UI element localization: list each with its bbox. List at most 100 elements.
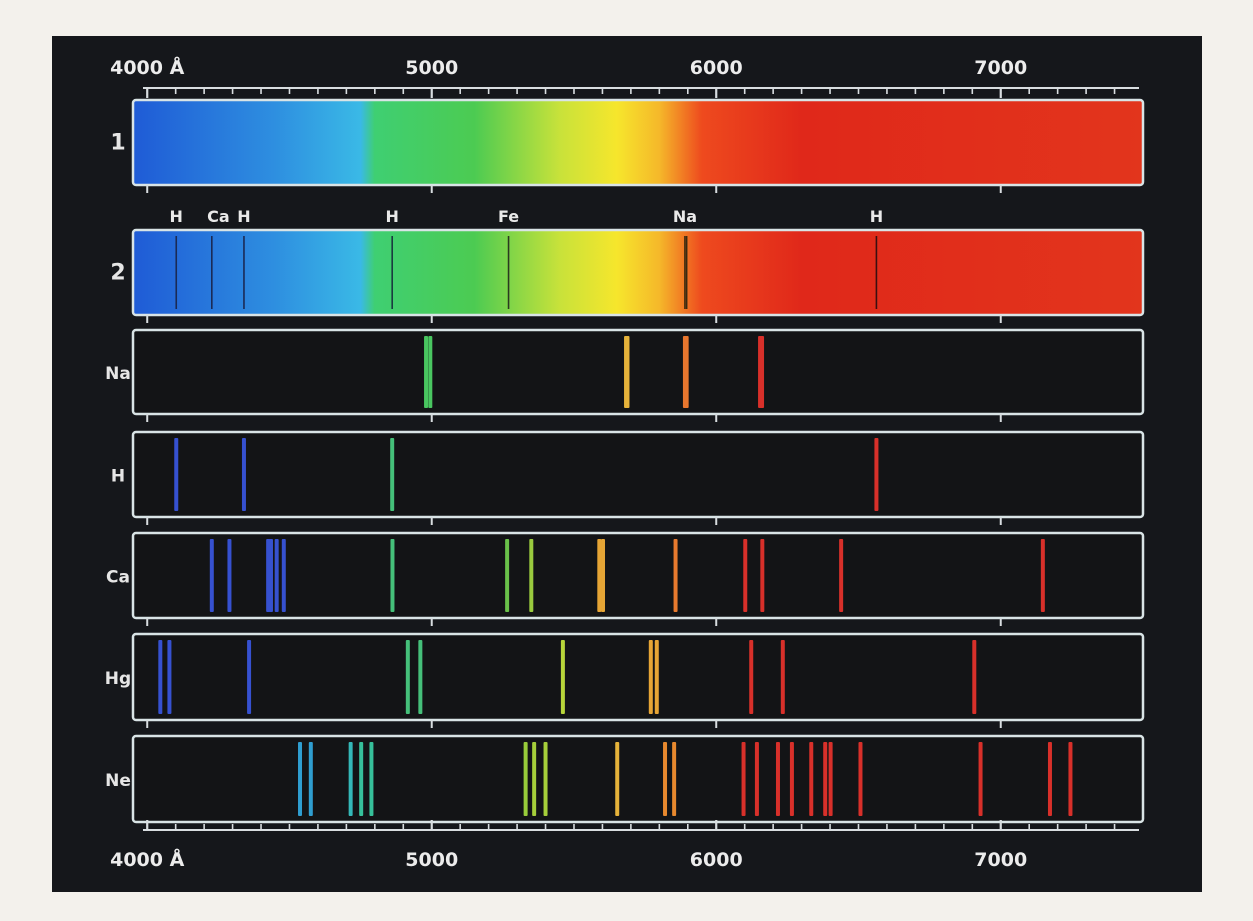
row-label-h: H [111, 467, 125, 487]
line-annotation-0: H [170, 207, 183, 226]
emission-line-ne-17 [828, 742, 833, 816]
spectrum-row-ne: Ne [105, 734, 1145, 824]
emission-line-ne-20 [1047, 742, 1052, 816]
emission-line-na-0 [424, 336, 429, 408]
emission-line-hg-3 [405, 640, 410, 714]
emission-line-ca-8 [529, 539, 534, 612]
emission-line-ne-13 [775, 742, 780, 816]
emission-line-ne-15 [809, 742, 814, 816]
spectrum-row-2: 2 H Ca H H Fe Na H [110, 207, 1145, 317]
absorption-line-2-3 [391, 236, 393, 309]
spectrum-strip-na [131, 328, 1145, 416]
emission-line-h-2 [390, 438, 395, 511]
emission-line-h-1 [241, 438, 246, 511]
emission-line-ca-0 [209, 539, 214, 612]
absorption-line-2-7 [875, 236, 878, 309]
spectrum-strip-2 [131, 228, 1145, 317]
spectrum-row-h: H [111, 430, 1145, 519]
emission-line-ca-11 [673, 539, 678, 612]
row-label-ca: Ca [106, 568, 130, 588]
emission-line-ne-11 [741, 742, 746, 816]
bottom-axis-tick-label-0: 4000 Å [110, 847, 184, 871]
spectrum-strip-ne [131, 734, 1145, 824]
emission-line-ca-10 [601, 539, 606, 612]
emission-line-ne-9 [663, 742, 668, 816]
emission-line-ne-12 [754, 742, 759, 816]
emission-line-ne-0 [298, 742, 303, 816]
emission-line-hg-5 [560, 640, 565, 714]
bottom-axis-tick-label-3: 7000 [974, 849, 1027, 871]
bottom-axis: 4000 Å 5000 6000 7000 [110, 820, 1139, 871]
emission-line-ne-3 [359, 742, 364, 816]
emission-line-ca-9 [597, 539, 602, 612]
emission-line-ne-8 [615, 742, 620, 816]
line-annotation-1: Ca [207, 207, 230, 226]
emission-line-ca-5 [281, 539, 286, 612]
emission-line-hg-1 [167, 640, 172, 714]
emission-line-ca-1 [227, 539, 232, 612]
emission-line-ca-14 [839, 539, 844, 612]
spectrum-strip-ca [131, 531, 1145, 620]
spectrum-row-na: Na [105, 328, 1145, 416]
emission-line-ca-7 [505, 539, 510, 612]
top-axis-tick-label-3: 7000 [974, 57, 1027, 79]
absorption-line-2-5 [684, 236, 686, 309]
emission-line-na-1 [428, 336, 433, 408]
row-label-na: Na [105, 364, 131, 384]
emission-line-ne-18 [858, 742, 863, 816]
emission-line-hg-10 [972, 640, 977, 714]
emission-line-ca-13 [760, 539, 765, 612]
emission-line-ne-14 [789, 742, 794, 816]
bottom-axis-tick-label-1: 5000 [405, 849, 458, 871]
emission-line-ca-6 [390, 539, 395, 612]
emission-line-ne-4 [369, 742, 374, 816]
emission-line-ne-5 [523, 742, 528, 816]
emission-line-na-7 [760, 336, 765, 408]
emission-line-ca-4 [274, 539, 279, 612]
emission-line-ca-3 [268, 539, 273, 612]
row-label-hg: Hg [105, 669, 131, 689]
spectrum-row-ca: Ca [106, 531, 1145, 620]
emission-line-ca-12 [743, 539, 748, 612]
emission-line-ne-21 [1068, 742, 1073, 816]
absorption-line-2-6 [685, 236, 688, 309]
emission-line-ne-6 [532, 742, 537, 816]
emission-line-h-0 [174, 438, 179, 511]
absorption-line-2-4 [507, 236, 510, 309]
line-annotation-5: Na [673, 207, 697, 226]
emission-line-na-3 [625, 336, 630, 408]
emission-line-ne-10 [672, 742, 677, 816]
inter-row-ticks [146, 185, 1002, 728]
top-axis-tick-label-0: 4000 Å [110, 55, 184, 79]
absorption-line-2-1 [211, 236, 213, 309]
top-axis-tick-label-1: 5000 [405, 57, 458, 79]
emission-line-hg-7 [654, 640, 659, 714]
spectrum-rows: 1 2 H Ca H H Fe Na H Na H Ca Hg Ne [105, 98, 1145, 824]
line-annotation-3: H [385, 207, 398, 226]
emission-line-hg-0 [158, 640, 163, 714]
absorption-line-2-0 [175, 236, 178, 309]
emission-line-ne-7 [543, 742, 548, 816]
spectrum-row-1: 1 [110, 98, 1145, 187]
emission-line-ne-1 [308, 742, 313, 816]
row-label-ne: Ne [105, 771, 131, 791]
emission-line-hg-9 [780, 640, 785, 714]
emission-line-hg-6 [648, 640, 653, 714]
bottom-axis-tick-label-2: 6000 [690, 849, 743, 871]
spectrum-row-hg: Hg [105, 632, 1145, 722]
emission-line-hg-8 [749, 640, 754, 714]
emission-line-ca-15 [1040, 539, 1045, 612]
top-axis: 4000 Å 5000 6000 7000 [110, 55, 1139, 98]
emission-line-hg-4 [418, 640, 423, 714]
line-annotation-6: H [870, 207, 883, 226]
line-annotation-2: H [237, 207, 250, 226]
absorption-line-2-2 [243, 236, 245, 309]
spectrum-strip-h [131, 430, 1145, 519]
row-label-1: 1 [110, 131, 125, 156]
row-label-2: 2 [110, 261, 125, 286]
emission-line-h-3 [874, 438, 879, 511]
spectrum-strip-1 [131, 98, 1145, 187]
top-axis-tick-label-2: 6000 [690, 57, 743, 79]
